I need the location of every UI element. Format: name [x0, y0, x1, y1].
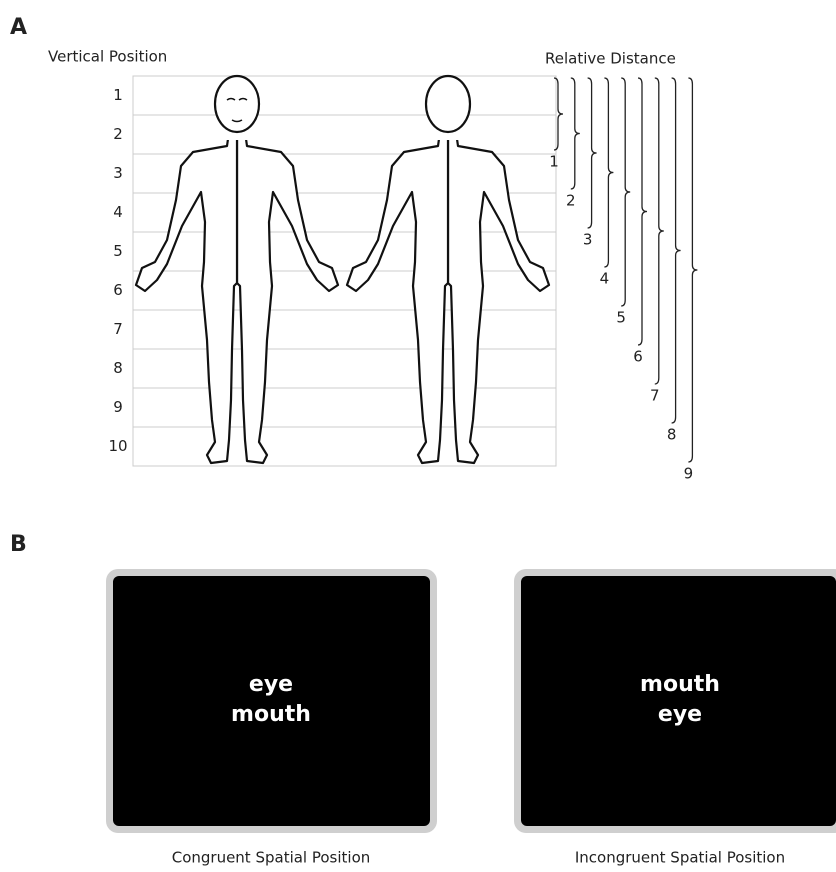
row-label: 4 — [113, 203, 123, 221]
bracket — [553, 77, 564, 151]
body-back — [345, 74, 551, 465]
word: eye — [249, 672, 293, 697]
distance-label: 1 — [549, 153, 559, 171]
distance-label: 7 — [650, 387, 660, 405]
panel-label: B — [10, 532, 27, 557]
distance-label: 6 — [633, 348, 643, 366]
distance-label: 3 — [583, 231, 593, 249]
brackets: 1 2 3 4 5 6 7 8 9 — [549, 77, 698, 483]
bracket — [587, 77, 597, 229]
row-label: 1 — [113, 86, 123, 104]
bracket — [570, 77, 580, 190]
axis-title: Relative Distance — [545, 50, 676, 68]
bracket — [671, 77, 681, 424]
word: mouth — [231, 702, 311, 727]
word: eye — [658, 702, 702, 727]
row-label: 10 — [108, 437, 127, 455]
screen — [113, 576, 430, 826]
body-front — [134, 74, 340, 465]
axis-title: Vertical Position — [48, 48, 167, 66]
row-label: 6 — [113, 281, 123, 299]
screen — [521, 576, 836, 826]
distance-label: 5 — [616, 309, 626, 327]
caption: Congruent Spatial Position — [172, 849, 371, 867]
bracket — [621, 77, 631, 307]
distance-label: 2 — [566, 192, 576, 210]
bracket — [654, 77, 664, 385]
distance-label: 8 — [667, 426, 677, 444]
bracket — [688, 77, 698, 463]
bracket — [637, 77, 648, 346]
word: mouth — [640, 672, 720, 697]
bracket — [604, 77, 614, 268]
distance-label: 9 — [684, 465, 694, 483]
distance-label: 4 — [600, 270, 610, 288]
row-label: 5 — [113, 242, 123, 260]
row-label: 9 — [113, 398, 123, 416]
panel-label: A — [10, 15, 27, 40]
row-label: 7 — [113, 320, 123, 338]
caption: Incongruent Spatial Position — [575, 849, 785, 867]
screens: eye mouth Congruent Spatial Position mouth e… — [106, 569, 836, 867]
row-label: 8 — [113, 359, 123, 377]
row-label: 3 — [113, 164, 123, 182]
row-label: 2 — [113, 125, 123, 143]
